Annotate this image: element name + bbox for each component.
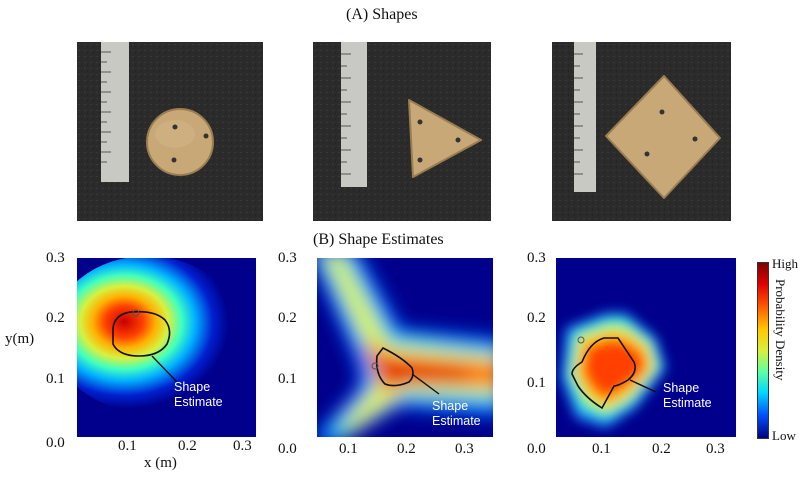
triangle-plate (408, 99, 482, 178)
photo-triangle-shape (313, 42, 491, 221)
annotation-line: Estimate (174, 395, 223, 409)
colorbar-low-label: Low (772, 428, 796, 443)
y-tick: 0.2 (278, 310, 297, 326)
shape-estimate-annotation: Shape Estimate (174, 380, 223, 410)
colorbar-title: Probability Density (773, 279, 788, 381)
x-tick: 0.2 (652, 441, 671, 457)
x-tick: 0.3 (706, 441, 725, 457)
colorbar-high-label: High (772, 256, 798, 271)
section-b-title: (B) Shape Estimates (313, 231, 444, 248)
shape-estimate-annotation: Shape Estimate (663, 381, 712, 411)
y-tick: 0.1 (278, 371, 297, 387)
photo-circle-shape (77, 42, 263, 221)
y-tick: 0.1 (527, 375, 546, 391)
y-tick: 0.2 (527, 310, 546, 326)
annotation-line: Shape (174, 380, 211, 394)
y-axis-label: y(m) (5, 331, 35, 347)
x-tick: 0.1 (339, 441, 358, 457)
annotation-line: Estimate (663, 396, 712, 410)
shape-estimate-outline (571, 337, 636, 410)
x-tick: 0.2 (178, 438, 197, 454)
y-tick: 0.0 (278, 441, 297, 457)
y-tick: 0.1 (46, 371, 65, 387)
shape-estimate-outline (375, 346, 414, 387)
ruler (574, 42, 596, 192)
photo-square-shape (552, 42, 731, 221)
x-tick: 0.2 (397, 441, 416, 457)
y-tick: 0.0 (46, 435, 65, 451)
square-plate (605, 75, 721, 199)
heatmap-square-estimate (556, 258, 736, 437)
annotation-line: Estimate (432, 414, 481, 428)
shape-estimate-outline (112, 310, 171, 357)
section-a-title: (A) Shapes (346, 6, 418, 23)
x-tick: 0.1 (118, 438, 137, 454)
shape-estimate-annotation: Shape Estimate (432, 399, 481, 429)
heatmap-triangle-estimate (317, 258, 493, 437)
x-tick: 0.3 (455, 441, 474, 457)
y-tick: 0.2 (46, 310, 65, 326)
y-tick: 0.3 (278, 250, 297, 266)
annotation-line: Shape (432, 399, 469, 413)
x-tick: 0.3 (233, 438, 252, 454)
y-tick: 0.0 (527, 441, 546, 457)
heatmap-circle-estimate (77, 258, 256, 437)
y-tick: 0.3 (527, 250, 546, 266)
annotation-line: Shape (663, 381, 700, 395)
x-tick: 0.1 (592, 441, 611, 457)
y-tick: 0.3 (46, 250, 65, 266)
colorbar (757, 262, 769, 439)
x-axis-label: x (m) (144, 455, 177, 471)
